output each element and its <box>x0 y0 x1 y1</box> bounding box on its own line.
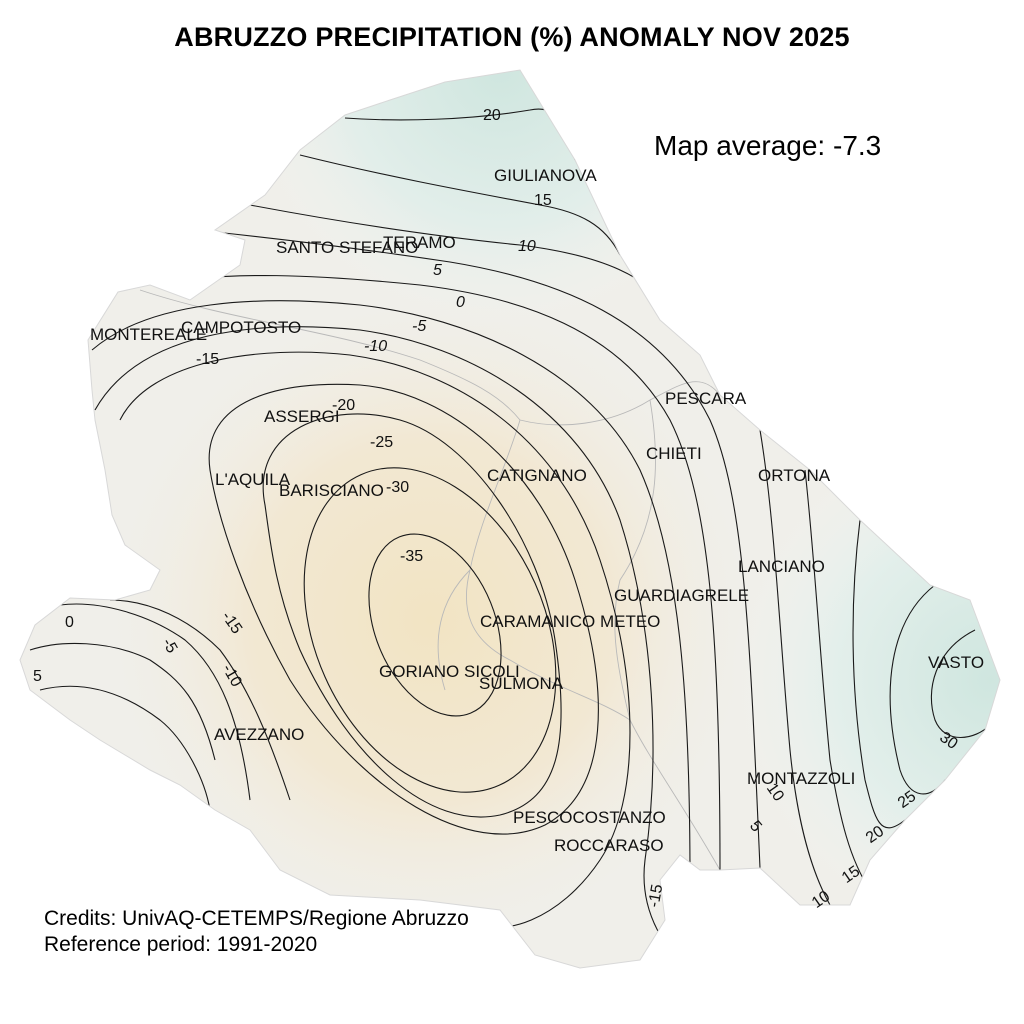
contour-label: 5 <box>33 668 42 685</box>
city-label-chieti: CHIETI <box>646 444 702 463</box>
contour-label: -15 <box>196 351 219 368</box>
city-label-montazzoli: MONTAZZOLI <box>747 769 855 788</box>
contour-label: 5 <box>433 262 442 279</box>
city-label-goriano-sicoli: GORIANO SICOLI <box>379 662 520 681</box>
city-label-catignano: CATIGNANO <box>487 466 587 485</box>
city-label-teramo: TERAMO <box>383 233 456 252</box>
contour-label: -30 <box>386 479 409 496</box>
city-labels: GIULIANOVA TERAMO SANTO STEFANO MONTEREA… <box>90 166 984 855</box>
city-label-sulmona: SULMONA <box>479 674 564 693</box>
contour-label: -5 <box>412 318 426 335</box>
city-label-laquila: L'AQUILA <box>215 470 291 489</box>
contour-label: -25 <box>370 434 393 451</box>
city-label-lanciano: LANCIANO <box>738 557 825 576</box>
city-label-pescocostanzo: PESCOCOSTANZO <box>513 808 666 827</box>
contour-label: -15 <box>646 883 667 909</box>
contour-label: -20 <box>332 397 355 414</box>
city-label-guardiagrele: GUARDIAGRELE <box>614 586 749 605</box>
credits: Credits: UnivAQ-CETEMPS/Regione Abruzzo … <box>44 906 469 958</box>
region-outline <box>19 69 1001 969</box>
credits-line: Credits: UnivAQ-CETEMPS/Regione Abruzzo <box>44 907 469 930</box>
city-label-avezzano: AVEZZANO <box>214 725 304 744</box>
city-label-giulianova: GIULIANOVA <box>494 166 597 185</box>
contour-label: 20 <box>483 107 501 124</box>
city-label-ortona: ORTONA <box>758 466 831 485</box>
map-average: Map average: -7.3 <box>654 130 882 161</box>
city-label-pescara: PESCARA <box>665 389 747 408</box>
city-label-montereale: MONTEREALE <box>90 325 207 344</box>
city-label-caramanico-meteo: CARAMANICO METEO <box>480 612 660 631</box>
city-label-roccaraso: ROCCARASO <box>554 836 664 855</box>
province-borders <box>139 289 721 871</box>
city-label-assergi: ASSERGI <box>264 407 340 426</box>
contour-label: -35 <box>400 548 423 565</box>
contour-label: 15 <box>534 192 552 209</box>
city-label-campotosto: CAMPOTOSTO <box>181 318 301 337</box>
city-label-vasto: VASTO <box>928 653 984 672</box>
city-label-barisciano: BARISCIANO <box>279 481 384 500</box>
contour-label: 10 <box>518 238 536 255</box>
map-title: ABRUZZO PRECIPITATION (%) ANOMALY NOV 20… <box>174 22 850 52</box>
contour-label: -10 <box>364 338 387 355</box>
reference-period: Reference period: 1991-2020 <box>44 933 318 956</box>
contour-label: 0 <box>456 294 465 311</box>
city-label-santo-stefano: SANTO STEFANO <box>276 238 418 257</box>
contour-label: 0 <box>65 614 74 631</box>
